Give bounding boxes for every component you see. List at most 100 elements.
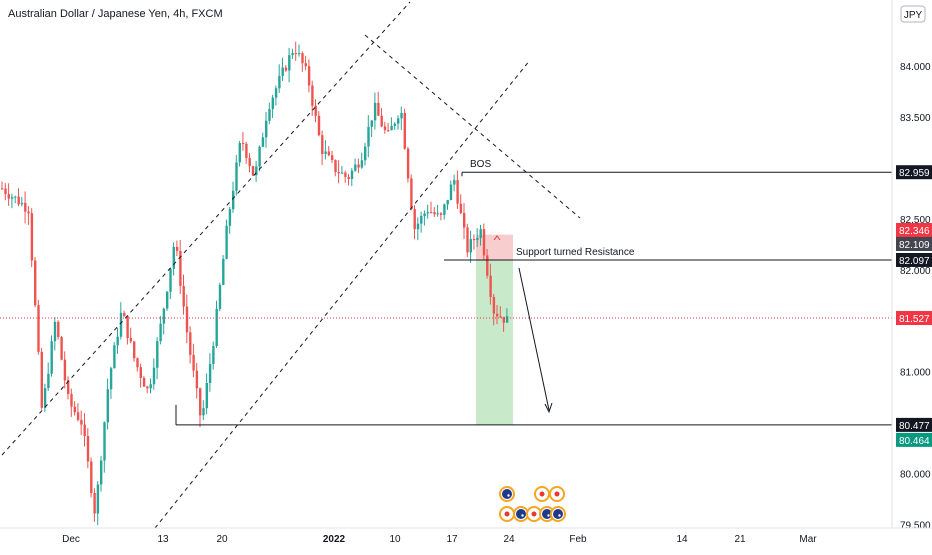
price-badge-bg bbox=[896, 252, 932, 267]
candle bbox=[482, 223, 486, 261]
descending-trendline[interactable] bbox=[364, 34, 581, 219]
candle-body bbox=[53, 321, 57, 342]
candle bbox=[93, 488, 96, 522]
candle-body bbox=[377, 102, 380, 116]
candle-body bbox=[17, 196, 20, 205]
price-badge[interactable]: 82.097 bbox=[896, 252, 932, 267]
candle bbox=[258, 145, 261, 172]
candle bbox=[334, 159, 337, 177]
candle bbox=[383, 121, 387, 134]
candle-body bbox=[212, 345, 215, 364]
jpy-flag-event-icon[interactable] bbox=[534, 486, 550, 502]
price-badge-text: 82.109 bbox=[899, 240, 930, 251]
projection-arrow-line[interactable] bbox=[518, 267, 550, 411]
candle bbox=[149, 378, 152, 394]
candle bbox=[327, 146, 331, 157]
candle bbox=[284, 65, 288, 73]
candle-body bbox=[380, 115, 383, 127]
candle bbox=[347, 173, 350, 186]
candle bbox=[189, 326, 192, 364]
aud-flag-event-icon[interactable] bbox=[550, 506, 566, 522]
price-badge[interactable]: 80.464 bbox=[896, 432, 932, 447]
candle-body bbox=[185, 306, 189, 333]
candle bbox=[53, 316, 57, 351]
candle bbox=[360, 152, 364, 169]
candle-body bbox=[182, 285, 185, 307]
y-tick-label: 82.000 bbox=[900, 266, 931, 277]
aud-flag-event-icon[interactable] bbox=[499, 486, 515, 502]
price-badge[interactable]: 80.477 bbox=[896, 417, 932, 432]
candle-body bbox=[420, 215, 423, 224]
candle-body bbox=[271, 97, 274, 110]
candle-body bbox=[466, 227, 469, 253]
candle-body bbox=[67, 380, 70, 394]
y-tick-label: 79.500 bbox=[900, 520, 931, 531]
candle-body bbox=[482, 229, 486, 256]
candle bbox=[80, 410, 83, 436]
candle bbox=[86, 428, 90, 469]
x-tick-label: 21 bbox=[734, 534, 746, 545]
candle-body bbox=[499, 316, 502, 318]
candle bbox=[469, 230, 472, 263]
candle bbox=[7, 183, 10, 206]
candle bbox=[505, 308, 509, 323]
candle-body bbox=[179, 250, 182, 286]
candle bbox=[116, 328, 119, 354]
price-badge-bg bbox=[896, 165, 932, 180]
candle-body bbox=[364, 146, 367, 161]
candle bbox=[288, 47, 291, 83]
candle-body bbox=[383, 126, 387, 131]
take-profit-zone[interactable] bbox=[476, 259, 513, 425]
candle bbox=[393, 122, 397, 130]
candle-body bbox=[241, 143, 245, 145]
x-tick-label: Dec bbox=[62, 534, 80, 545]
candle-body bbox=[502, 316, 505, 323]
aud-flag-event-icon[interactable] bbox=[513, 506, 529, 522]
price-badge[interactable]: 82.959 bbox=[896, 165, 932, 180]
price-badge[interactable]: 82.109 bbox=[896, 237, 932, 251]
candle bbox=[301, 51, 304, 72]
jpy-flag-event-icon[interactable] bbox=[499, 506, 515, 522]
candle-body bbox=[76, 412, 80, 420]
candle bbox=[387, 122, 390, 132]
candle-body bbox=[63, 359, 67, 381]
price-badge[interactable]: 82.346 bbox=[896, 223, 932, 237]
y-tick-label: 82.500 bbox=[900, 215, 931, 226]
candle-body bbox=[139, 367, 142, 378]
y-tick-label: 84.000 bbox=[900, 62, 931, 73]
stop-loss-zone[interactable] bbox=[476, 234, 513, 260]
jpy-flag-event-icon[interactable] bbox=[526, 506, 542, 522]
candle bbox=[265, 111, 268, 148]
candle-body bbox=[453, 180, 456, 185]
candle bbox=[248, 153, 251, 173]
channel-lower-line[interactable] bbox=[154, 59, 531, 529]
x-tick-label: 24 bbox=[503, 534, 515, 545]
candle bbox=[133, 340, 136, 362]
candle bbox=[314, 99, 317, 123]
entry-caret-icon bbox=[493, 235, 501, 241]
candle bbox=[496, 304, 499, 325]
x-tick-label: 2022 bbox=[323, 534, 346, 545]
candle bbox=[47, 362, 50, 391]
candle-body bbox=[423, 213, 426, 216]
candle-body bbox=[406, 148, 410, 179]
candle bbox=[70, 388, 73, 417]
candle-body bbox=[268, 109, 271, 121]
price-badge[interactable]: 81.527 bbox=[896, 311, 932, 325]
candle bbox=[400, 106, 403, 130]
candle bbox=[225, 219, 228, 260]
jpy-flag-event-icon[interactable] bbox=[549, 486, 565, 502]
candle-body bbox=[232, 190, 235, 210]
candle-body bbox=[397, 118, 400, 124]
channel-upper-line[interactable] bbox=[1, 1, 411, 456]
candle-body bbox=[159, 323, 162, 342]
candle-body bbox=[142, 377, 146, 387]
price-badge-bg bbox=[896, 432, 932, 447]
candle bbox=[271, 94, 274, 119]
event-flag-star bbox=[547, 514, 550, 517]
currency-badge[interactable]: JPY bbox=[900, 5, 926, 23]
x-tick-label: Feb bbox=[569, 534, 587, 545]
candle bbox=[57, 320, 60, 340]
